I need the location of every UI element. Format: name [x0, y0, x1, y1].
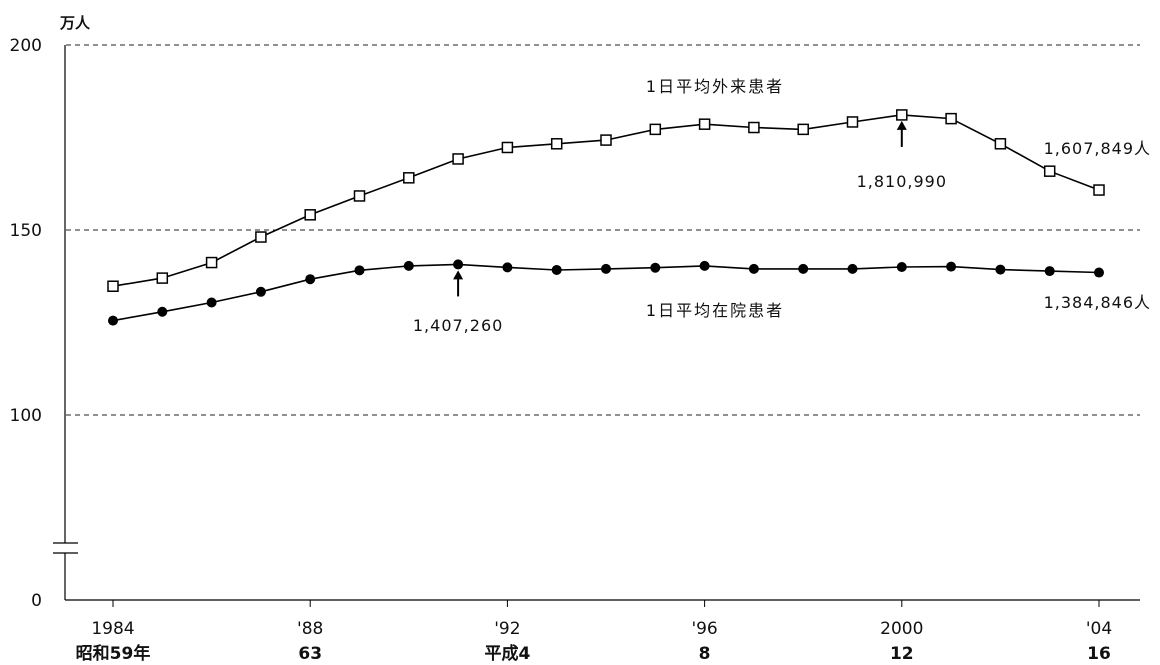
annotation-label: 1,810,990 [857, 172, 947, 191]
x-tick-era-label: 平成4 [484, 643, 530, 664]
data-point-circle [206, 297, 217, 308]
x-tick-label: '88 [297, 619, 323, 639]
data-point-circle [255, 286, 266, 297]
data-point-square [748, 121, 760, 134]
data-point-square [649, 123, 662, 136]
series-label-outpatients: 1日平均外来患者 [646, 77, 784, 96]
x-tick-era-label: 昭和59年 [76, 643, 151, 664]
data-point-square [403, 172, 415, 184]
annotation-label: 1,384,846人 [1044, 293, 1151, 312]
annotation-arrow-head [896, 120, 907, 130]
data-point-circle [453, 259, 464, 270]
data-point-circle [108, 315, 118, 326]
data-point-square [994, 138, 1007, 150]
data-point-square [846, 116, 859, 128]
data-point-square [156, 272, 169, 284]
data-point-square [304, 209, 316, 221]
x-tick-era-label: 16 [1087, 644, 1111, 664]
data-point-square [452, 153, 464, 165]
data-point-circle [699, 260, 710, 271]
data-point-circle [502, 262, 513, 273]
series [107, 109, 1105, 326]
data-point-square [1093, 184, 1105, 196]
annotation-arrow-head [453, 270, 464, 280]
data-point-circle [946, 261, 957, 272]
data-point-circle [1094, 267, 1104, 278]
data-point-circle [305, 274, 316, 285]
data-point-circle [403, 260, 414, 271]
labels: 1日平均外来患者 1日平均在院患者 1,810,990 1,607,849人 1,407… [413, 77, 1151, 335]
data-point-square [550, 138, 563, 150]
data-point-circle [748, 263, 759, 274]
data-point-circle [798, 263, 809, 274]
y-axis-unit: 万人 [59, 14, 91, 32]
data-point-circle [995, 264, 1006, 275]
data-point-square [353, 190, 366, 202]
series-label-inpatients: 1日平均在院患者 [646, 301, 784, 320]
x-tick-era-label: 8 [699, 644, 711, 664]
y-tick-label: 150 [10, 221, 42, 241]
data-point-square [501, 141, 514, 154]
tick-labels: 0 100 150 200 1984 昭和59年 '88 63 '92 平成4 '96 8 2000 12… [10, 36, 1113, 664]
data-point-square [107, 280, 119, 292]
data-point-circle [551, 264, 562, 275]
annotation-label: 1,407,260 [413, 316, 503, 335]
data-point-square [945, 112, 957, 125]
data-point-circle [157, 306, 168, 317]
data-point-circle [354, 265, 365, 276]
y-tick-label: 200 [10, 36, 42, 56]
axes: 万人 [53, 14, 1140, 601]
data-point-square [698, 118, 711, 130]
y-tick-label: 0 [31, 591, 42, 611]
data-point-circle [847, 263, 858, 274]
x-tick-label: 2000 [880, 619, 923, 639]
grid-lines [66, 44, 1140, 416]
data-point-square [255, 231, 267, 243]
data-point-circle [896, 262, 907, 272]
x-tick-era-label: 12 [890, 644, 914, 664]
y-tick-label: 100 [10, 406, 42, 426]
data-point-circle [601, 263, 611, 274]
x-tick-label: 1984 [91, 619, 134, 639]
data-point-square [205, 256, 218, 269]
x-tick-era-label: 63 [298, 644, 322, 664]
data-point-square [1043, 165, 1056, 177]
x-tick-label: '92 [494, 619, 520, 639]
x-tick-label: '96 [691, 619, 717, 639]
data-point-circle [650, 262, 661, 273]
data-point-circle [1044, 266, 1055, 277]
data-point-square [896, 109, 908, 121]
annotation-label: 1,607,849人 [1044, 139, 1151, 158]
data-point-square [797, 123, 809, 136]
data-point-square [600, 134, 612, 146]
x-tick-label: '04 [1086, 619, 1112, 639]
